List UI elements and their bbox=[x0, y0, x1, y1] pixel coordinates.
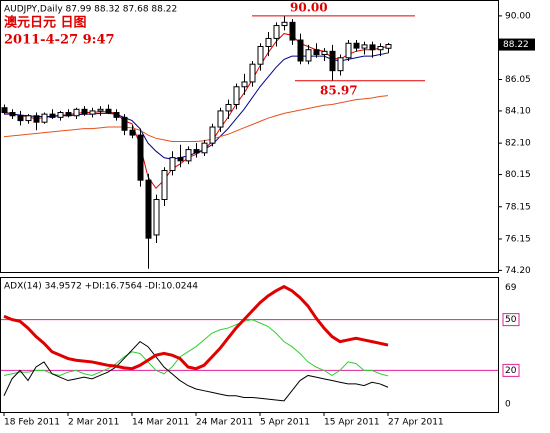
candle-body bbox=[321, 50, 328, 56]
candle-body bbox=[249, 63, 256, 83]
candle-body bbox=[25, 115, 32, 122]
candle-body bbox=[105, 108, 112, 114]
candle-body bbox=[153, 199, 160, 236]
candle-body bbox=[17, 115, 24, 122]
candle-body bbox=[233, 86, 240, 105]
candle-body bbox=[169, 157, 176, 172]
candle-body bbox=[161, 170, 168, 201]
y-tick-label: 86.05 bbox=[505, 75, 531, 85]
series-line bbox=[3, 319, 389, 377]
candle-body bbox=[337, 57, 344, 72]
candle-body bbox=[369, 44, 376, 51]
x-tick-label: 18 Feb 2011 bbox=[4, 418, 60, 428]
candle-body bbox=[329, 50, 336, 72]
candle-body bbox=[257, 45, 264, 65]
x-tick-label: 5 Apr 2011 bbox=[260, 418, 310, 428]
annotation-label: 90.00 bbox=[290, 0, 328, 14]
candle-body bbox=[201, 142, 208, 154]
candle-body bbox=[281, 21, 288, 27]
y-tick-label: 82.10 bbox=[505, 139, 531, 149]
candle-body bbox=[297, 39, 304, 62]
main-frame bbox=[0, 0, 499, 273]
y-tick-label: 90.00 bbox=[505, 11, 531, 21]
candle-body bbox=[377, 45, 384, 51]
candle-body bbox=[41, 113, 48, 123]
candle-body bbox=[185, 149, 192, 162]
candle-body bbox=[89, 110, 96, 115]
level-box bbox=[502, 363, 520, 377]
indicator-header: ADX(14) 34.9572 +DI:16.7564 -DI:10.0244 bbox=[4, 282, 198, 292]
candle-body bbox=[273, 25, 280, 39]
candle-body bbox=[193, 149, 200, 154]
level-box bbox=[502, 313, 520, 327]
y-tick-label: 80.15 bbox=[505, 170, 531, 180]
candle-body bbox=[217, 110, 224, 128]
x-tick-label: 2 Mar 2011 bbox=[68, 418, 119, 428]
candle-body bbox=[57, 112, 64, 118]
candle-body bbox=[209, 126, 216, 144]
candle-body bbox=[225, 103, 232, 112]
y-tick-label: 74.20 bbox=[505, 266, 531, 276]
symbol-header: AUDJPY,Daily 87.99 88.32 87.68 88.22 bbox=[4, 5, 177, 15]
y-tick-label: 69 bbox=[505, 283, 517, 293]
x-tick-label: 24 Mar 2011 bbox=[196, 418, 253, 428]
candle-body bbox=[121, 116, 128, 131]
price-label: 88.22 bbox=[503, 40, 529, 50]
candle-body bbox=[177, 157, 184, 162]
series-line bbox=[3, 340, 389, 402]
candle-body bbox=[145, 179, 152, 239]
y-tick-label: 20 bbox=[505, 366, 517, 376]
candle-body bbox=[81, 108, 88, 115]
candle-body bbox=[113, 112, 120, 118]
indicator-frame bbox=[0, 277, 499, 413]
series-line bbox=[3, 95, 389, 143]
price-box bbox=[499, 38, 535, 51]
candle-body bbox=[9, 112, 16, 117]
series-line bbox=[3, 284, 389, 371]
chart-subtitle: 2011-4-27 9:47 bbox=[4, 33, 115, 48]
y-tick-label: 0 bbox=[505, 400, 511, 410]
candle-body bbox=[289, 21, 296, 41]
candle-body bbox=[241, 81, 248, 88]
y-tick-label: 50 bbox=[505, 315, 517, 325]
candle-body bbox=[385, 44, 392, 49]
chart-title: 澳元日元 日图 bbox=[4, 15, 87, 31]
candle-body bbox=[345, 42, 352, 59]
candle-body bbox=[1, 107, 8, 114]
candle-body bbox=[137, 134, 144, 181]
x-tick-label: 15 Apr 2011 bbox=[324, 418, 380, 428]
candle-body bbox=[353, 42, 360, 49]
candle-body bbox=[129, 129, 136, 136]
candle-body bbox=[361, 44, 368, 49]
y-tick-label: 78.15 bbox=[505, 202, 531, 212]
y-tick-label: 76.15 bbox=[505, 234, 531, 244]
candle-body bbox=[49, 113, 56, 118]
candle-body bbox=[33, 115, 40, 123]
annotation-label: 85.97 bbox=[320, 83, 358, 97]
candle-body bbox=[265, 37, 272, 47]
candle-body bbox=[313, 49, 320, 56]
x-tick-label: 14 Mar 2011 bbox=[132, 418, 189, 428]
candle-body bbox=[65, 112, 72, 117]
candle-body bbox=[97, 108, 104, 112]
x-tick-label: 27 Apr 2011 bbox=[388, 418, 444, 428]
candle-body bbox=[73, 108, 80, 117]
y-tick-label: 84.10 bbox=[505, 106, 531, 116]
candle-body bbox=[305, 49, 312, 62]
